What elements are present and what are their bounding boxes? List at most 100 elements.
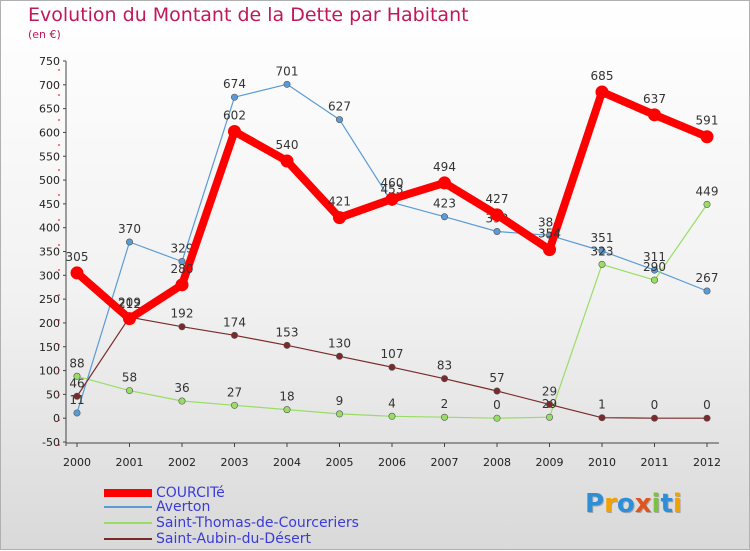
data-label-averton: 627 (328, 100, 351, 114)
proxiti-logo: Proxiti (585, 489, 682, 519)
data-point-averton (493, 227, 501, 235)
y-tick-label: 700 (39, 79, 60, 92)
x-tick-label: 2008 (483, 456, 511, 469)
logo-letter: i (651, 489, 661, 519)
data-label-saint-aubin-du-d-sert: 174 (223, 315, 246, 329)
data-label-saint-aubin-du-d-sert: 192 (171, 307, 194, 321)
data-label-saint-aubin-du-d-sert: 1 (598, 398, 606, 412)
data-point-saint-thomas-de-courceriers (545, 413, 553, 421)
chart-title: Evolution du Montant de la Dette par Hab… (28, 4, 469, 26)
data-point-averton (650, 266, 658, 274)
data-label-courcit-: 602 (223, 108, 246, 122)
data-point-saint-thomas-de-courceriers (440, 413, 448, 421)
logo-letter: o (616, 489, 635, 519)
data-point-saint-thomas-de-courceriers (650, 276, 658, 284)
data-point-courcit- (385, 192, 399, 206)
data-label-courcit-: 421 (328, 195, 351, 209)
data-point-saint-aubin-du-d-sert (335, 352, 343, 360)
y-tick-label: 650 (39, 103, 60, 116)
data-label-averton: 311 (643, 250, 666, 264)
y-tick-label: 450 (39, 198, 60, 211)
data-label-saint-thomas-de-courceriers: 323 (591, 244, 614, 258)
data-point-averton (440, 213, 448, 221)
y-tick-label: 50 (46, 388, 60, 401)
data-point-averton (178, 258, 186, 266)
legend-label-averton: Averton (156, 499, 211, 515)
data-point-saint-thomas-de-courceriers (598, 260, 606, 268)
data-label-saint-thomas-de-courceriers: 36 (174, 381, 189, 395)
data-point-saint-aubin-du-d-sert (493, 387, 501, 395)
data-point-courcit- (543, 243, 556, 257)
data-label-averton: 267 (696, 271, 719, 285)
legend-label-courcite: COURCITé (156, 485, 225, 501)
y-tick-label: 100 (39, 365, 60, 378)
data-label-courcit-: 427 (486, 192, 509, 206)
legend-swatch-averton (104, 506, 152, 508)
data-point-saint-aubin-du-d-sert (650, 414, 658, 422)
data-label-averton: 423 (433, 197, 456, 211)
data-point-saint-thomas-de-courceriers (178, 397, 186, 405)
x-tick-label: 2002 (168, 456, 196, 469)
data-point-saint-thomas-de-courceriers (335, 410, 343, 418)
data-label-saint-thomas-de-courceriers: 449 (696, 184, 719, 198)
logo-letter: i (672, 489, 682, 519)
data-point-saint-aubin-du-d-sert (703, 414, 711, 422)
y-tick-label: 550 (39, 150, 60, 163)
y-tick-label: -50 (42, 436, 60, 449)
logo-letter: x (634, 489, 652, 519)
legend-label-saint-aubin: Saint-Aubin-du-Désert (156, 531, 311, 547)
data-label-averton: 329 (171, 242, 194, 256)
data-point-saint-aubin-du-d-sert (178, 323, 186, 331)
data-label-saint-aubin-du-d-sert: 107 (381, 347, 404, 361)
logo-letter: t (660, 489, 673, 519)
data-label-saint-aubin-du-d-sert: 57 (489, 371, 504, 385)
x-tick-label: 2006 (378, 456, 406, 469)
data-point-courcit- (280, 154, 294, 168)
data-label-saint-aubin-du-d-sert: 46 (69, 376, 84, 390)
data-label-saint-thomas-de-courceriers: 4 (388, 396, 396, 410)
data-label-courcit-: 494 (433, 160, 456, 174)
data-point-courcit- (175, 278, 189, 292)
data-label-saint-aubin-du-d-sert: 83 (437, 359, 452, 373)
data-label-saint-thomas-de-courceriers: 2 (441, 397, 449, 411)
data-point-saint-thomas-de-courceriers (73, 372, 81, 380)
y-tick-label: 750 (39, 55, 60, 68)
data-point-courcit- (595, 85, 609, 99)
data-label-averton: 11 (69, 393, 84, 407)
data-label-courcit-: 540 (276, 138, 299, 152)
data-point-courcit- (700, 130, 714, 144)
y-tick-label: 250 (39, 293, 60, 306)
x-tick-label: 2005 (326, 456, 354, 469)
data-label-saint-thomas-de-courceriers: 0 (493, 398, 501, 412)
data-label-averton: 674 (223, 77, 246, 91)
data-label-averton: 370 (118, 222, 141, 236)
data-point-averton (283, 80, 291, 88)
data-point-averton (231, 93, 239, 101)
x-tick-label: 2011 (641, 456, 669, 469)
data-point-saint-aubin-du-d-sert (598, 414, 606, 422)
data-point-courcit- (123, 312, 136, 326)
y-tick-label: 350 (39, 246, 60, 259)
x-tick-label: 2003 (221, 456, 249, 469)
y-tick-label: 0 (53, 412, 60, 425)
data-label-saint-aubin-du-d-sert: 130 (328, 336, 351, 350)
data-label-saint-thomas-de-courceriers: 27 (227, 385, 242, 399)
data-point-courcit- (438, 176, 451, 190)
data-point-courcit- (228, 124, 241, 138)
data-label-saint-aubin-du-d-sert: 0 (703, 398, 711, 412)
data-point-saint-thomas-de-courceriers (388, 412, 396, 420)
y-tick-label: 600 (39, 126, 60, 139)
data-label-saint-thomas-de-courceriers: 290 (643, 260, 666, 274)
data-point-averton (598, 247, 606, 255)
x-tick-label: 2012 (693, 456, 721, 469)
data-point-averton (73, 409, 81, 417)
x-tick-label: 2000 (63, 456, 91, 469)
logo-letter: r (604, 489, 617, 519)
data-label-saint-thomas-de-courceriers: 9 (336, 394, 344, 408)
data-point-courcit- (490, 208, 504, 222)
legend-label-saint-thomas: Saint-Thomas-de-Courceriers (156, 515, 359, 531)
x-tick-label: 2007 (431, 456, 459, 469)
legend-swatch-courcite (104, 489, 152, 497)
